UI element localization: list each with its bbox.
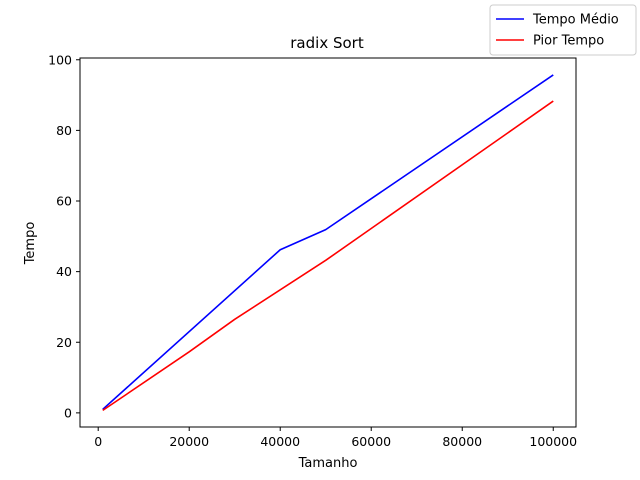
- x-tick-label: 80000: [442, 434, 482, 449]
- chart-title: radix Sort: [290, 34, 364, 52]
- x-tick-label: 0: [94, 434, 102, 449]
- x-axis: 0 20000 40000 60000 80000 100000: [94, 427, 577, 449]
- series-line-0: [102, 74, 554, 410]
- y-axis: 0 20 40 60 80 100: [48, 52, 80, 420]
- x-tick-label: 40000: [260, 434, 300, 449]
- series-line-1: [102, 100, 554, 412]
- y-tick-label: 40: [56, 264, 72, 279]
- legend-box: [489, 4, 637, 56]
- x-tick-label: 20000: [169, 434, 209, 449]
- legend-label-pior-tempo: Pior Tempo: [533, 34, 604, 49]
- plot-area: [79, 57, 577, 428]
- y-tick-label: 100: [48, 52, 72, 67]
- legend: Tempo Médio Pior Tempo: [489, 4, 637, 56]
- y-tick-label: 20: [56, 335, 72, 350]
- y-tick-label: 80: [56, 123, 72, 138]
- x-tick-label: 100000: [529, 434, 577, 449]
- legend-label-tempo-medio: Tempo Médio: [532, 13, 619, 28]
- y-tick-label: 60: [56, 194, 72, 209]
- x-tick-label: 60000: [351, 434, 391, 449]
- series-layer: [102, 74, 554, 412]
- y-axis-label: Tempo: [23, 222, 38, 266]
- x-axis-label: Tamanho: [298, 456, 358, 471]
- y-tick-label: 0: [64, 405, 72, 420]
